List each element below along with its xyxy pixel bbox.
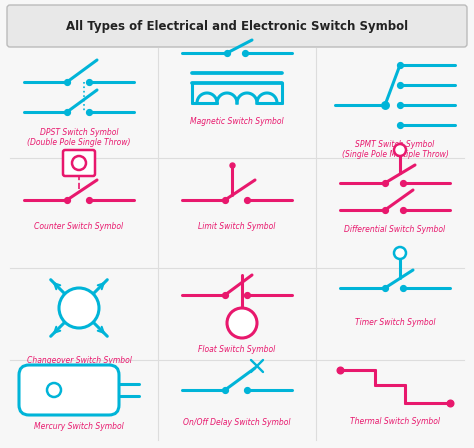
Text: Float Switch Symbol: Float Switch Symbol bbox=[199, 345, 275, 354]
Circle shape bbox=[59, 288, 99, 328]
Text: Changeover Switch Symbol: Changeover Switch Symbol bbox=[27, 356, 131, 365]
Text: DPST Switch Symbol
(Double Pole Single Throw): DPST Switch Symbol (Double Pole Single T… bbox=[27, 128, 131, 147]
Text: Timer Switch Symbol: Timer Switch Symbol bbox=[355, 318, 435, 327]
Text: Thermal Switch Symbol: Thermal Switch Symbol bbox=[350, 417, 440, 426]
Text: Magnetic Switch Symbol: Magnetic Switch Symbol bbox=[190, 117, 284, 126]
Text: Counter Switch Symbol: Counter Switch Symbol bbox=[35, 222, 124, 231]
Text: SPMT Switch Symbol
(Single Pole Multiple Throw): SPMT Switch Symbol (Single Pole Multiple… bbox=[342, 140, 448, 159]
Circle shape bbox=[394, 144, 406, 156]
Text: On/Off Delay Switch Symbol: On/Off Delay Switch Symbol bbox=[183, 418, 291, 427]
Text: All Types of Electrical and Electronic Switch Symbol: All Types of Electrical and Electronic S… bbox=[66, 20, 408, 33]
Text: Mercury Switch Symbol: Mercury Switch Symbol bbox=[34, 422, 124, 431]
Circle shape bbox=[227, 308, 257, 338]
Circle shape bbox=[47, 383, 61, 397]
FancyBboxPatch shape bbox=[63, 150, 95, 176]
FancyBboxPatch shape bbox=[19, 365, 119, 415]
Circle shape bbox=[72, 156, 86, 170]
Circle shape bbox=[394, 247, 406, 259]
Text: Limit Switch Symbol: Limit Switch Symbol bbox=[198, 222, 276, 231]
FancyBboxPatch shape bbox=[7, 5, 467, 47]
Text: Differential Switch Symbol: Differential Switch Symbol bbox=[345, 225, 446, 234]
